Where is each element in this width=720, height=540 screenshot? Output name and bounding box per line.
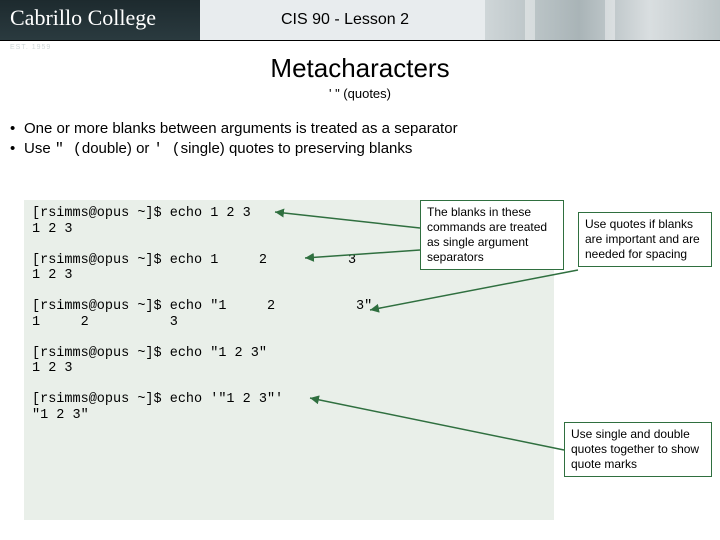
term-line: 1 2 3: [32, 268, 73, 283]
term-line: [rsimms@opus ~]$ echo "1 2 3": [32, 346, 267, 361]
term-line: [rsimms@opus ~]$ echo "1 2 3": [32, 299, 372, 314]
logo-text: Cabrillo College: [10, 5, 156, 30]
note-show-quote-marks: Use single and double quotes together to…: [564, 422, 712, 477]
course-title: CIS 90 - Lesson 2: [205, 0, 485, 40]
term-line: 1 2 3: [32, 315, 178, 330]
bullet-list: • One or more blanks between arguments i…: [10, 119, 710, 161]
banner-decorative-image: [485, 0, 720, 40]
bullet-dot: •: [10, 139, 24, 160]
term-line: [rsimms@opus ~]$ echo 1 2 3: [32, 206, 251, 221]
bullet-2: • Use " (double) or ' (single) quotes to…: [10, 139, 710, 160]
note-separators: The blanks in these commands are treated…: [420, 200, 564, 270]
term-line: [rsimms@opus ~]$ echo 1 2 3: [32, 253, 356, 268]
page-subheading: ' " (quotes): [0, 86, 720, 101]
header-banner: Cabrillo College EST. 1959 CIS 90 - Less…: [0, 0, 720, 41]
bullet-1-text: One or more blanks between arguments is …: [24, 119, 458, 139]
bullet-2-text: Use " (double) or ' (single) quotes to p…: [24, 139, 412, 160]
logo-subtext: EST. 1959: [10, 30, 200, 66]
bullet-dot: •: [10, 119, 24, 139]
term-line: 1 2 3: [32, 222, 73, 237]
term-line: 1 2 3: [32, 361, 73, 376]
note-use-quotes: Use quotes if blanks are important and a…: [578, 212, 712, 267]
college-logo: Cabrillo College EST. 1959: [0, 0, 200, 40]
bullet-1: • One or more blanks between arguments i…: [10, 119, 710, 139]
term-line: "1 2 3": [32, 408, 89, 423]
term-line: [rsimms@opus ~]$ echo '"1 2 3"': [32, 392, 283, 407]
